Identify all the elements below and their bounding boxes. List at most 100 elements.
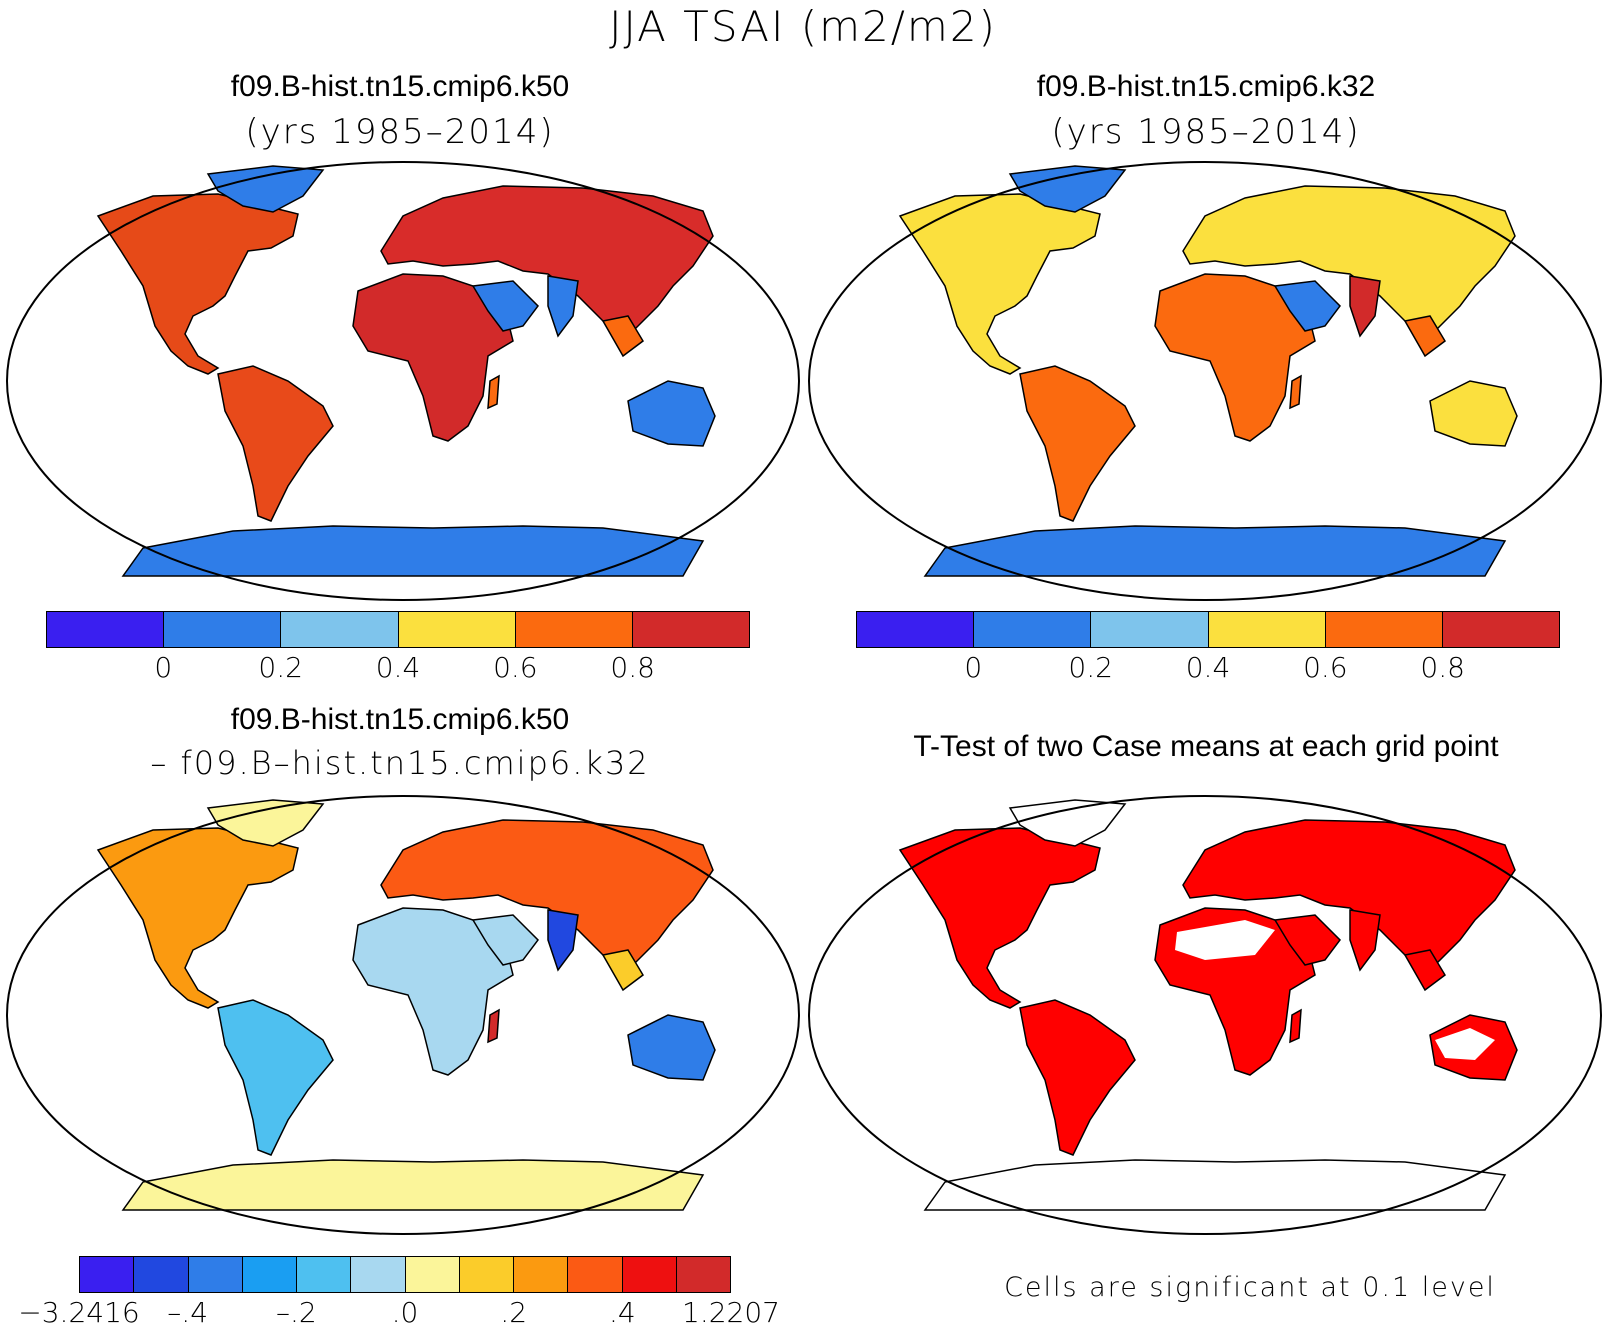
landmass-india: [547, 275, 579, 338]
colorbar-swatch: [1442, 612, 1560, 647]
landmass-madagascar: [487, 374, 500, 410]
landmass-africa: [352, 273, 514, 442]
landmass-greenland: [206, 799, 325, 847]
continents: [898, 799, 1518, 1211]
colorbar-swatch: [676, 1257, 730, 1292]
colorbar-tick-label: 1.2207: [682, 1296, 780, 1329]
panel3-subtract-title: – f09.B–hist.tn15.cmip6.k32: [150, 744, 650, 782]
colorbar-swatch: [1325, 612, 1443, 647]
colorbar-tick-label: 0.2: [1068, 651, 1113, 684]
landmass-australia: [1429, 380, 1518, 447]
colorbar-swatch: [515, 612, 633, 647]
colorbar-swatch: [351, 1257, 406, 1292]
landmass-madagascar: [1289, 374, 1302, 410]
landmass-europeAsia: [1182, 819, 1516, 966]
colorbar-swatch: [1208, 612, 1326, 647]
landmass-seAsia: [1403, 949, 1446, 992]
landmass-southAmerica: [1019, 365, 1136, 522]
landmass-antarctica: [121, 1159, 705, 1211]
landmass-australia: [627, 380, 716, 447]
landmass-europeAsia: [1182, 185, 1516, 332]
map-ttest: [808, 795, 1602, 1235]
colorbar-swatch: [857, 612, 975, 647]
colorbar-swatch: [622, 1257, 677, 1292]
landmass-northAmerica: [898, 193, 1101, 375]
panel2-case-title: f09.B-hist.tn15.cmip6.k32: [1036, 70, 1376, 103]
landmass-southAmerica: [217, 365, 334, 522]
landmass-antarctica: [923, 1159, 1507, 1211]
colorbar-swatch: [80, 1257, 135, 1292]
colorbar-swatch: [281, 612, 399, 647]
colorbar-tick-label: 0.6: [1303, 651, 1348, 684]
landmass-india: [547, 909, 579, 972]
map-difference: [6, 795, 800, 1235]
colorbar-swatch: [459, 1257, 514, 1292]
colorbar-swatch: [398, 612, 516, 647]
colorbar-k32: [856, 611, 1560, 648]
colorbar-tick-label: 0.4: [375, 651, 421, 684]
colorbar-tick-label: −3.2416: [18, 1296, 140, 1329]
nonsignificant-sahara: [1175, 920, 1275, 960]
landmass-antarctica: [121, 525, 705, 577]
landmass-arabia: [471, 280, 539, 332]
colorbar-swatch: [405, 1257, 460, 1292]
colorbar-swatch: [1091, 612, 1209, 647]
map-border: [6, 161, 800, 601]
panel2-years: (yrs 1985–2014): [1051, 112, 1361, 152]
colorbar-swatch: [188, 1257, 243, 1292]
map-border: [6, 795, 800, 1235]
continents: [898, 165, 1518, 577]
landmass-seAsia: [601, 315, 644, 358]
colorbar-swatch: [514, 1257, 569, 1292]
landmass-india: [1349, 909, 1381, 972]
colorbar-swatch: [47, 612, 165, 647]
continents: [96, 799, 716, 1211]
landmass-arabia: [1273, 280, 1341, 332]
landmass-europeAsia: [380, 819, 714, 966]
continents: [96, 165, 716, 577]
colorbar-swatch: [134, 1257, 189, 1292]
landmass-antarctica: [923, 525, 1507, 577]
landmass-madagascar: [487, 1008, 500, 1044]
ttest-note: Cells are significant at 0.1 level: [1004, 1272, 1496, 1303]
landmass-greenland: [1008, 165, 1127, 213]
landmass-greenland: [1008, 799, 1127, 847]
landmass-madagascar: [1289, 1008, 1302, 1044]
colorbar-tick-label: 0: [964, 651, 983, 684]
colorbar-swatch: [974, 612, 1092, 647]
colorbar-k50: [46, 611, 750, 648]
landmass-seAsia: [601, 949, 644, 992]
panel1-years: (yrs 1985–2014): [245, 112, 555, 152]
landmass-southAmerica: [1019, 999, 1136, 1156]
landmass-southAmerica: [217, 999, 334, 1156]
colorbar-swatch: [164, 612, 282, 647]
landmass-northAmerica: [96, 193, 299, 375]
landmass-arabia: [471, 914, 539, 966]
figure-title: JJA TSAI (m2/m2): [609, 2, 997, 51]
map-border: [808, 795, 1602, 1235]
landmass-greenland: [206, 165, 325, 213]
landmass-africa: [352, 907, 514, 1076]
landmass-australia: [627, 1014, 716, 1081]
map-k50: [6, 161, 800, 601]
landmass-seAsia: [1403, 315, 1446, 358]
colorbar-tick-label: 0.4: [1185, 651, 1231, 684]
colorbar-tick-label: .2: [500, 1296, 528, 1329]
landmass-northAmerica: [898, 827, 1101, 1009]
colorbar-tick-label: –.4: [167, 1296, 209, 1329]
map-border: [808, 161, 1602, 601]
colorbar-swatch: [297, 1257, 352, 1292]
colorbar-swatch: [568, 1257, 623, 1292]
landmass-india: [1349, 275, 1381, 338]
colorbar-tick-label: 0.8: [1420, 651, 1465, 684]
colorbar-tick-label: 0: [154, 651, 173, 684]
landmass-europeAsia: [380, 185, 714, 332]
landmass-arabia: [1273, 914, 1341, 966]
panel3-case-title: f09.B-hist.tn15.cmip6.k50: [230, 703, 570, 736]
colorbar-tick-label: .0: [391, 1296, 419, 1329]
panel1-case-title: f09.B-hist.tn15.cmip6.k50: [230, 70, 570, 103]
colorbar-tick-label: 0.6: [493, 651, 538, 684]
landmass-africa: [1154, 273, 1316, 442]
colorbar-tick-label: 0.2: [258, 651, 303, 684]
map-k32: [808, 161, 1602, 601]
